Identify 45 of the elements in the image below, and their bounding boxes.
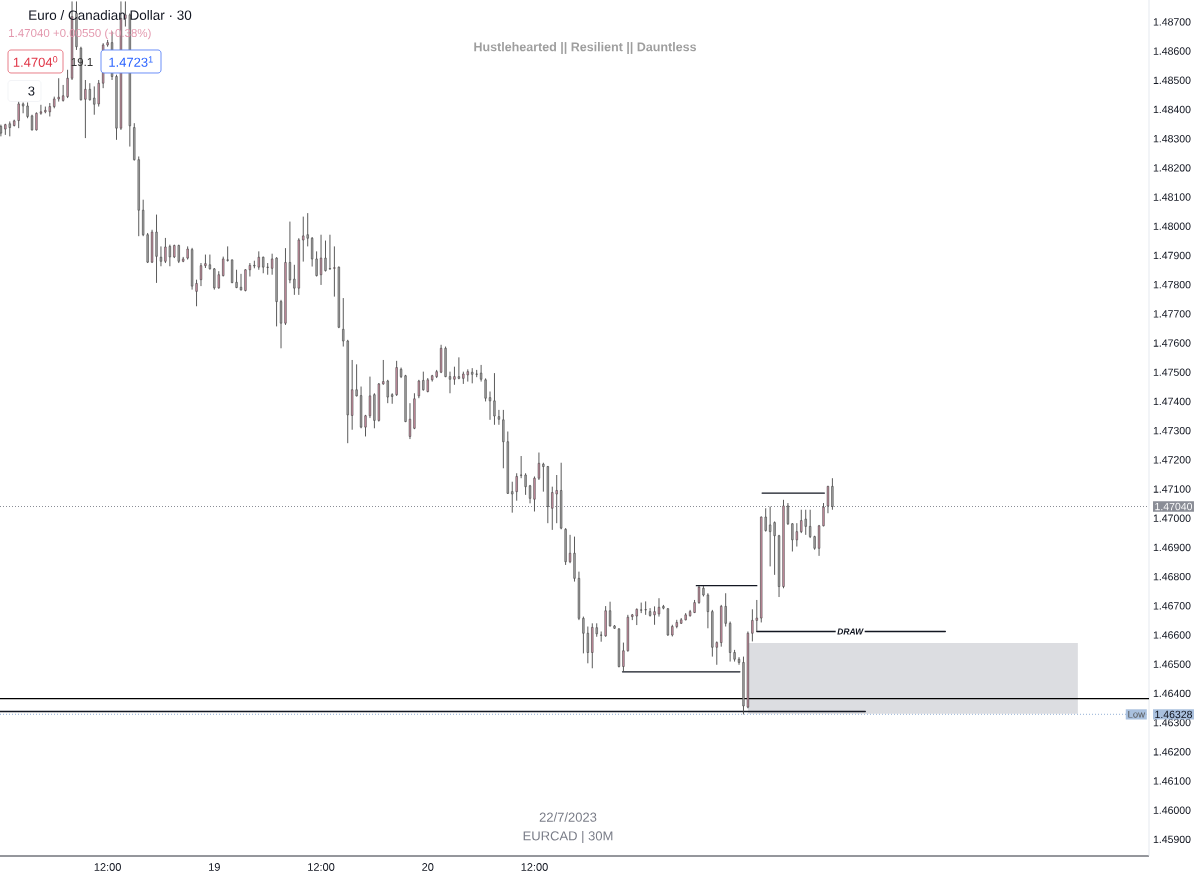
y-tick-label: 1.46500: [1153, 660, 1191, 668]
y-tick-label: 1.47700: [1153, 310, 1191, 318]
y-tick-label: 1.47900: [1153, 251, 1191, 260]
text: Euro / Canadian Dollar · 30: [29, 10, 192, 20]
y-tick-label: 1.48400: [1153, 105, 1191, 114]
y-tick-label: 1.47000: [1153, 514, 1191, 522]
x-tick-label: 20: [422, 863, 434, 871]
y-tick-label: 1.48200: [1153, 164, 1191, 172]
y-tick-label: 1.47400: [1153, 397, 1191, 406]
y-tick-label: 1.46328: [1155, 710, 1193, 719]
x-tick-label: 12:00: [521, 863, 548, 871]
y-tick-label: 1.47800: [1153, 280, 1191, 289]
y-tick-label: 1.47600: [1153, 339, 1191, 347]
y-tick-label: 1.46900: [1153, 543, 1191, 552]
annotation: DRAW: [837, 628, 864, 635]
y-tick-label: 1.46000: [1153, 806, 1191, 814]
annotation: 3: [28, 86, 35, 96]
y-tick-label: 1.47200: [1153, 456, 1191, 464]
y-tick-label: 1.47500: [1153, 368, 1191, 376]
annotation: 1.4723$^{1}$: [109, 56, 153, 67]
y-tick-label: 1.48600: [1153, 47, 1191, 55]
annotation: Hustlehearted || Resilient || Dauntless: [474, 42, 697, 54]
y-tick-label: 1.46100: [1153, 777, 1191, 785]
y-tick-label: 1.48500: [1153, 76, 1191, 84]
y-tick-label: 1.47300: [1153, 426, 1191, 435]
y-tick-label: 1.47100: [1153, 485, 1191, 493]
y-tick-label: 1.48700: [1153, 18, 1191, 26]
y-tick-label: 1.45900: [1153, 835, 1191, 844]
x-tick-label: 12:00: [308, 863, 335, 871]
annotation: 1.4704$^{0}$: [13, 56, 58, 67]
y-tick-label: 1.46600: [1153, 631, 1191, 639]
annotation: 22/7/2023: [539, 812, 597, 822]
y-tick-label: 1.46400: [1153, 689, 1191, 698]
ref-line-label: Low: [1128, 711, 1146, 718]
y-tick-label: 1.46800: [1153, 572, 1191, 581]
y-tick-label: 1.48000: [1153, 222, 1191, 230]
y-tick-label: 1.48300: [1153, 134, 1191, 143]
y-tick-label: 1.46200: [1153, 748, 1191, 756]
y-tick-label: 1.47040: [1155, 502, 1193, 511]
y-tick-label: 1.46300: [1153, 718, 1191, 727]
y-tick-label: 1.48100: [1153, 193, 1191, 201]
x-tick-label: 19: [209, 863, 220, 871]
x-tick-label: 12:00: [94, 863, 121, 871]
annotation: EURCAD | 30M: [523, 830, 613, 844]
y-tick-label: 1.46700: [1153, 602, 1191, 610]
